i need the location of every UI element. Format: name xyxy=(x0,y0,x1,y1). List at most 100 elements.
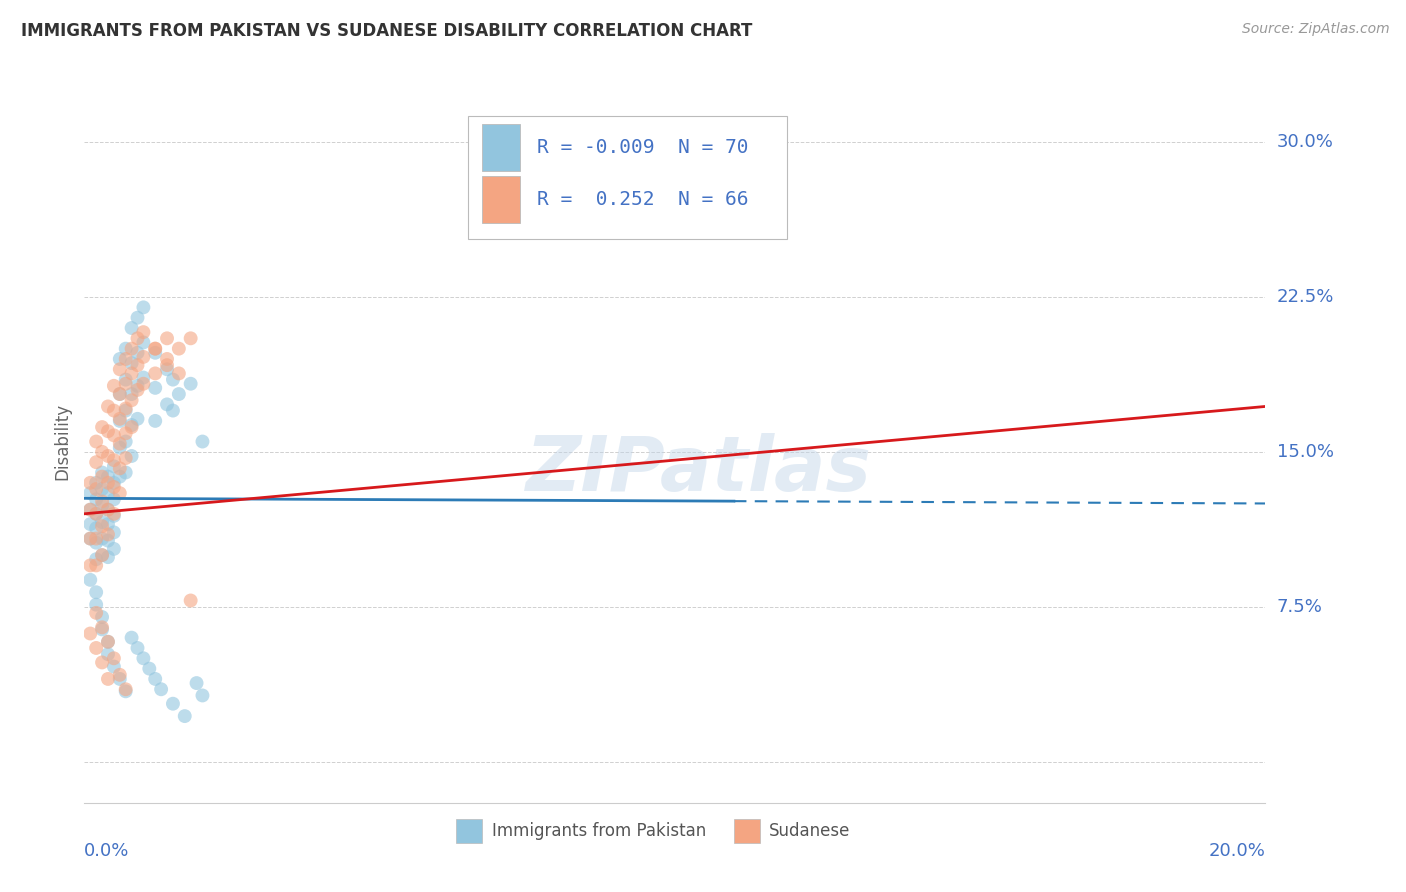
Point xyxy=(143,672,166,686)
Point xyxy=(156,331,179,345)
Point xyxy=(127,310,149,325)
Point xyxy=(79,486,101,500)
Point xyxy=(84,558,107,573)
Point xyxy=(138,662,160,676)
Point xyxy=(143,342,166,356)
Point xyxy=(97,533,120,548)
Point xyxy=(132,370,155,384)
Point xyxy=(84,598,107,612)
Bar xyxy=(482,177,520,223)
Text: 22.5%: 22.5% xyxy=(1277,288,1334,306)
Point xyxy=(103,379,125,393)
Point xyxy=(84,606,107,620)
Point xyxy=(121,387,143,401)
Point xyxy=(84,552,107,566)
Point xyxy=(97,634,120,648)
Point xyxy=(97,424,120,438)
Bar xyxy=(734,820,759,843)
Point xyxy=(91,532,114,546)
Point xyxy=(91,656,114,670)
Point xyxy=(114,426,136,441)
Point xyxy=(114,682,136,697)
Point xyxy=(97,400,120,414)
Point xyxy=(103,651,125,665)
Point xyxy=(114,466,136,480)
Point xyxy=(79,532,101,546)
Text: 15.0%: 15.0% xyxy=(1277,442,1333,461)
Point xyxy=(84,492,107,507)
Point xyxy=(91,445,114,459)
Point xyxy=(132,651,155,665)
Point xyxy=(103,525,125,540)
Point xyxy=(167,387,190,401)
Text: IMMIGRANTS FROM PAKISTAN VS SUDANESE DISABILITY CORRELATION CHART: IMMIGRANTS FROM PAKISTAN VS SUDANESE DIS… xyxy=(21,22,752,40)
Point xyxy=(79,626,101,640)
Point xyxy=(91,548,114,562)
Text: 7.5%: 7.5% xyxy=(1277,598,1323,615)
Point xyxy=(108,441,131,455)
FancyBboxPatch shape xyxy=(468,116,787,239)
Point xyxy=(156,397,179,411)
Point xyxy=(108,469,131,483)
Point xyxy=(121,321,143,335)
Point xyxy=(91,466,114,480)
Point xyxy=(79,502,101,516)
Point xyxy=(79,517,101,532)
Point xyxy=(84,521,107,535)
Point xyxy=(127,331,149,345)
Point xyxy=(162,403,184,417)
Point xyxy=(79,573,101,587)
Point xyxy=(91,519,114,533)
Text: ZIPatlas: ZIPatlas xyxy=(526,434,872,508)
Point xyxy=(127,379,149,393)
Point xyxy=(156,358,179,372)
Point xyxy=(180,593,202,607)
Point xyxy=(121,631,143,645)
Point xyxy=(97,527,120,541)
Point xyxy=(180,331,202,345)
Point xyxy=(108,412,131,426)
Point xyxy=(84,434,107,449)
Point xyxy=(191,689,214,703)
Y-axis label: Disability: Disability xyxy=(53,403,72,480)
Point xyxy=(108,461,131,475)
Point xyxy=(84,585,107,599)
Point xyxy=(127,345,149,359)
Point xyxy=(127,640,149,655)
Point xyxy=(84,507,107,521)
Point xyxy=(79,502,101,516)
Point xyxy=(97,502,120,516)
Point xyxy=(127,358,149,372)
Point xyxy=(127,383,149,397)
Point xyxy=(108,668,131,682)
Point xyxy=(143,342,166,356)
Point xyxy=(132,376,155,391)
Point xyxy=(97,449,120,463)
Point xyxy=(143,367,166,381)
Point xyxy=(103,459,125,474)
Point xyxy=(108,387,131,401)
Point xyxy=(103,480,125,494)
Point xyxy=(79,558,101,573)
Point xyxy=(121,356,143,370)
Text: 0.0%: 0.0% xyxy=(84,842,129,860)
Point xyxy=(121,449,143,463)
Point xyxy=(114,684,136,698)
Point xyxy=(84,535,107,549)
Point xyxy=(97,469,120,483)
Point xyxy=(108,387,131,401)
Point xyxy=(108,672,131,686)
Point xyxy=(91,469,114,483)
Point xyxy=(91,515,114,529)
Point xyxy=(108,362,131,376)
Point xyxy=(132,301,155,315)
Point xyxy=(84,640,107,655)
Point xyxy=(114,401,136,416)
Point xyxy=(97,502,120,516)
Point xyxy=(108,351,131,366)
Bar xyxy=(457,820,482,843)
Point xyxy=(84,507,107,521)
Point xyxy=(84,482,107,496)
Point xyxy=(91,499,114,513)
Point xyxy=(132,335,155,350)
